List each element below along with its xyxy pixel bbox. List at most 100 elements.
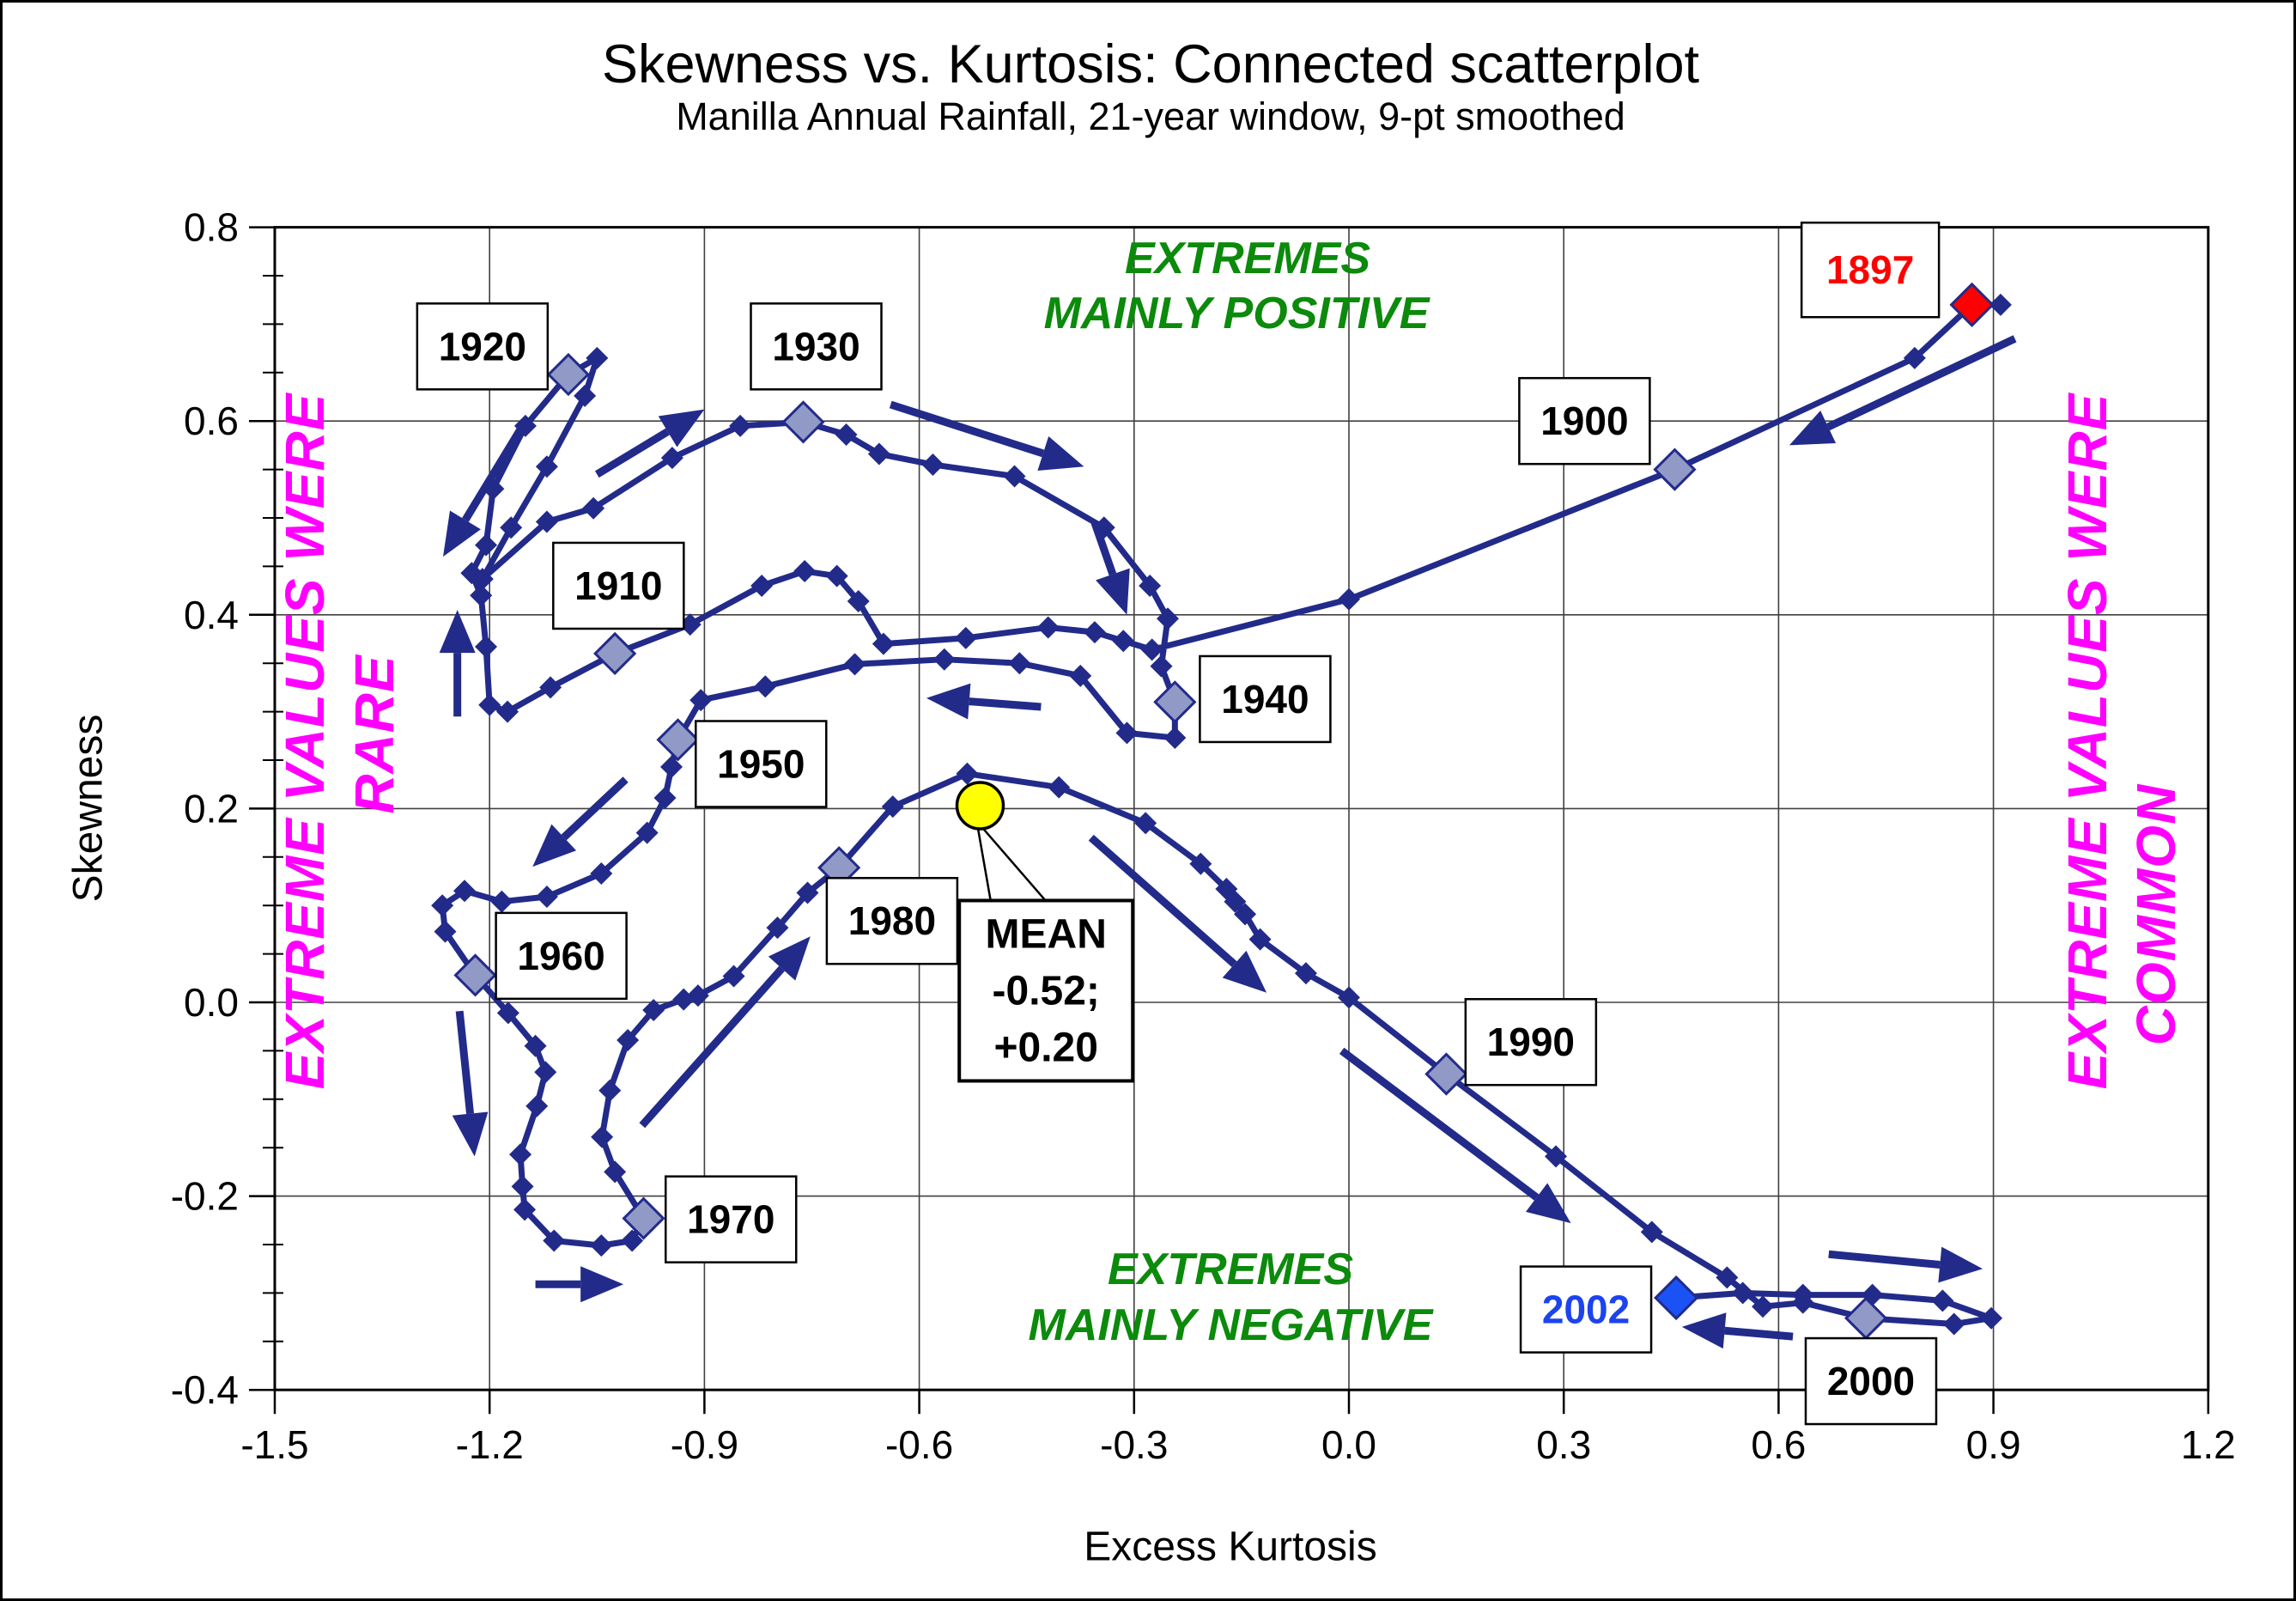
- decade-label-1900: 1900: [1540, 399, 1628, 443]
- data-point-diamond: [1338, 986, 1360, 1009]
- direction-arrow-head: [452, 1111, 489, 1157]
- data-point-diamond: [660, 755, 683, 778]
- mean-label-line1: MEAN: [986, 911, 1107, 957]
- data-point-diamond: [598, 1079, 622, 1102]
- data-point-diamond: [1150, 654, 1173, 678]
- data-point-diamond: [1931, 1289, 1954, 1312]
- direction-arrow-head: [1222, 950, 1267, 993]
- decade-label-box-1920: [416, 302, 550, 391]
- direction-arrow-shaft: [455, 1010, 475, 1115]
- decade-marker-1900: [1653, 447, 1697, 491]
- data-point-diamond: [534, 1061, 557, 1084]
- data-point-diamond: [867, 442, 890, 466]
- direction-arrow-shaft: [1828, 1250, 1941, 1269]
- annotation-rare: RARE: [343, 654, 405, 814]
- y-axis-tick-label: 0.0: [184, 980, 239, 1025]
- data-point-diamond: [539, 676, 562, 699]
- data-point-diamond: [1716, 1266, 1739, 1289]
- direction-arrow-shaft: [561, 776, 629, 841]
- decade-marker-1920: [546, 352, 591, 397]
- x-axis-tick-label: -1.5: [240, 1422, 308, 1467]
- x-axis-tick-label: 0.6: [1751, 1422, 1806, 1467]
- data-point-diamond: [1069, 664, 1092, 687]
- data-point-diamond: [956, 762, 979, 785]
- data-point-diamond: [500, 516, 523, 539]
- direction-arrow-head: [580, 1266, 624, 1303]
- data-point-diamond: [635, 821, 659, 844]
- data-point-diamond: [543, 1229, 566, 1252]
- y-axis-tick-label: 0.4: [184, 593, 239, 637]
- data-point-diamond: [793, 560, 817, 583]
- data-point-diamond: [1115, 721, 1139, 745]
- x-axis-tick-label: 1.2: [2181, 1422, 2236, 1467]
- mean-label-line2: -0.52;: [993, 968, 1100, 1014]
- data-point-diamond: [689, 689, 713, 712]
- annotation-mainly-negative: MAINLY NEGATIVE: [1028, 1300, 1433, 1350]
- data-point-diamond: [1980, 1306, 2003, 1330]
- data-point-diamond: [513, 1198, 537, 1221]
- mean-marker: [955, 781, 1005, 831]
- decade-label-1970: 1970: [687, 1197, 774, 1242]
- x-axis-tick-label: -0.9: [671, 1422, 738, 1467]
- data-point-diamond: [513, 414, 537, 437]
- data-point-diamond: [881, 795, 904, 819]
- data-point-diamond: [1189, 852, 1212, 875]
- y-axis-tick-label: 0.6: [184, 399, 239, 443]
- data-point-diamond: [617, 1028, 640, 1051]
- data-point-diamond: [525, 1094, 549, 1117]
- decade-label-box-1930: [750, 302, 883, 391]
- data-point-diamond: [475, 636, 498, 659]
- annotation-extreme-values-were-rare-outer: EXTREME VALUES WERE: [274, 393, 336, 1090]
- direction-arrow-head: [1789, 411, 1837, 446]
- decade-label-box-1940: [1199, 654, 1332, 744]
- decade-marker-1940: [1153, 680, 1197, 724]
- data-point-diamond: [482, 478, 505, 501]
- decade-marker-1950: [656, 718, 700, 762]
- y-axis-tick-label: -0.2: [171, 1174, 239, 1219]
- data-point-diamond: [524, 1034, 547, 1057]
- direction-arrow-head: [1938, 1246, 1983, 1283]
- decade-label-1910: 1910: [574, 563, 662, 608]
- decade-label-1930: 1930: [772, 324, 859, 368]
- y-axis-tick-label: -0.4: [171, 1367, 239, 1412]
- annotation-common: COMMON: [2125, 783, 2187, 1046]
- data-point-diamond: [478, 693, 501, 716]
- decade-marker-1910: [593, 631, 637, 676]
- decade-label-1960: 1960: [517, 934, 604, 978]
- y-axis-tick-label: 0.2: [184, 786, 239, 831]
- direction-arrow-shaft: [1724, 1326, 1794, 1341]
- direction-arrow-shaft: [889, 400, 1045, 458]
- y-axis-title: Skewness: [65, 714, 112, 903]
- direction-arrow-head: [1681, 1312, 1727, 1349]
- data-point-diamond: [1036, 616, 1060, 639]
- data-point-diamond: [921, 453, 945, 476]
- annotation-extreme-values-were-common-outer: EXTREME VALUES WERE: [2056, 393, 2118, 1090]
- data-point-diamond: [1248, 928, 1272, 951]
- data-point-diamond: [1640, 1221, 1663, 1244]
- mean-label-line3: +0.20: [993, 1025, 1097, 1070]
- data-point-diamond: [660, 447, 683, 470]
- data-point-diamond: [1234, 903, 1257, 926]
- data-point-diamond: [1048, 776, 1071, 799]
- decade-label-1950: 1950: [717, 742, 805, 787]
- data-point-diamond: [1083, 621, 1106, 644]
- data-point-diamond: [586, 346, 609, 369]
- data-point-diamond: [686, 984, 709, 1007]
- decade-label-1940: 1940: [1221, 677, 1309, 721]
- data-point-diamond: [1156, 607, 1179, 630]
- data-point-diamond: [1731, 1281, 1754, 1305]
- direction-arrow-shaft: [1826, 335, 2017, 431]
- direction-arrow-head: [658, 409, 705, 447]
- decade-label-box-1897: [1800, 221, 1941, 319]
- data-point-diamond: [872, 632, 895, 655]
- data-point-diamond: [582, 496, 605, 520]
- data-point-diamond: [1338, 587, 1360, 611]
- direction-arrow-head: [1096, 568, 1130, 615]
- decade-label-box-1900: [1518, 376, 1651, 466]
- decade-marker-1897: [1949, 282, 1995, 327]
- data-point-diamond: [591, 1125, 614, 1148]
- data-point-diamond: [490, 890, 513, 913]
- x-axis-title: Excess Kurtosis: [1084, 1524, 1377, 1570]
- direction-arrow-shaft: [462, 418, 529, 522]
- x-axis-tick-label: 0.9: [1966, 1422, 2021, 1467]
